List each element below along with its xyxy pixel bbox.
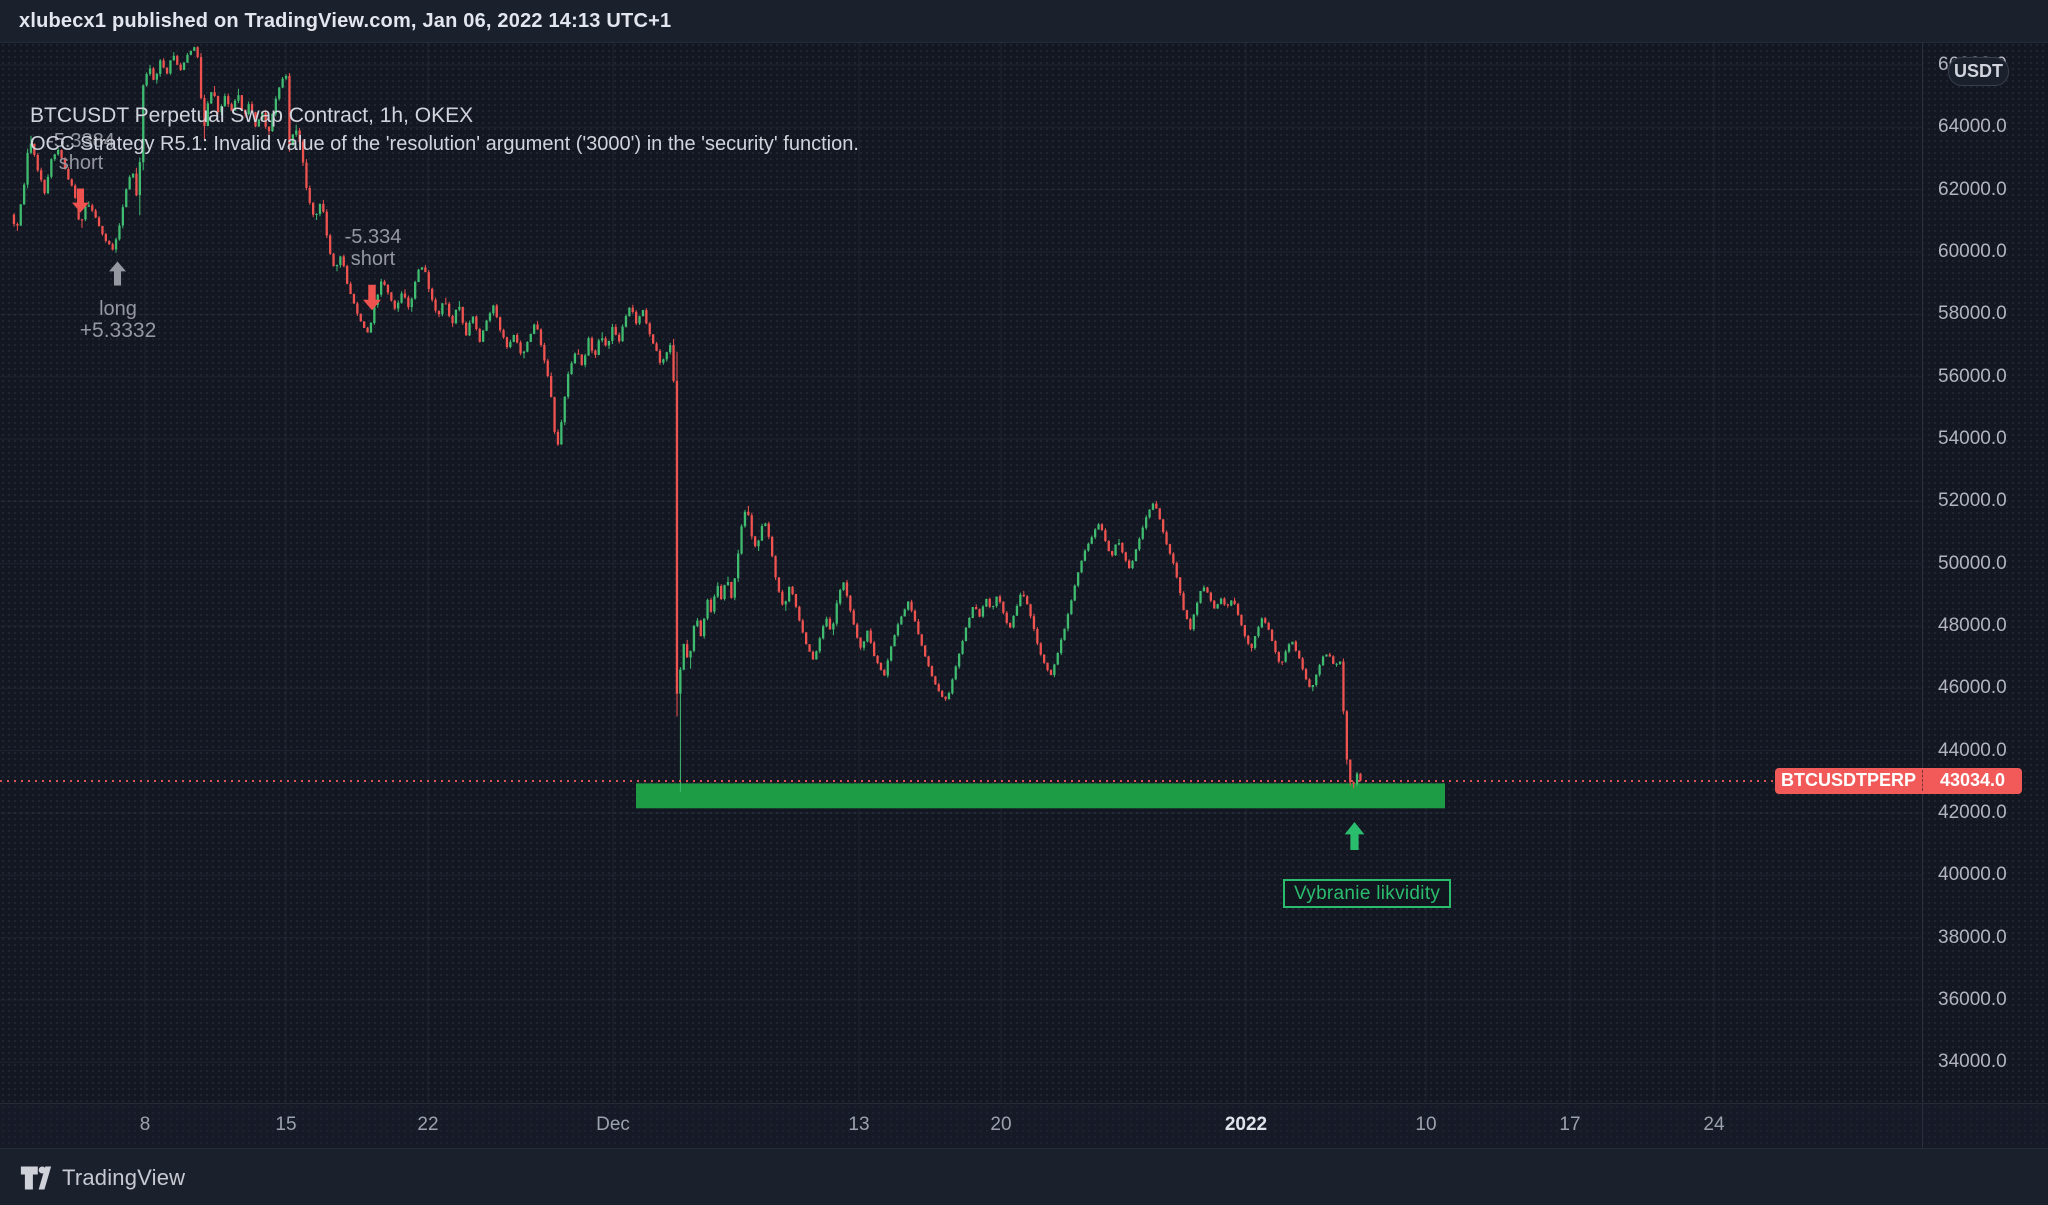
short-mark-1-value: -5.3384 [47,130,115,152]
symbol-title: BTCUSDT Perpetual Swap Contract, 1h, OKE… [30,104,474,127]
time-axis-label: 20 [990,1114,1012,1135]
price-axis-label: 60000.0 [1938,240,2007,262]
time-axis[interactable]: 8 15 22 Dec 13 20 2022 10 17 24 [0,1103,2048,1149]
chart-legend: BTCUSDT Perpetual Swap Contract, 1h, OKE… [30,102,859,158]
short-arrow-down-icon [72,188,89,213]
price-axis-label: 46000.0 [1938,677,2007,699]
price-axis-label: 52000.0 [1938,490,2007,512]
long-arrow-up-icon [109,261,126,286]
long-mark-label: long [99,298,137,320]
footer-bar: TradingView [0,1148,2048,1205]
price-axis-label: 58000.0 [1938,303,2007,325]
current-price-line [0,779,1922,782]
price-axis-label: 42000.0 [1938,801,2007,823]
liquidity-label[interactable]: Vybranie likvidity [1283,879,1452,908]
price-axis-label: 36000.0 [1938,988,2007,1010]
liquidity-arrow-up-icon [1344,822,1365,850]
price-axis-label: 62000.0 [1938,178,2007,200]
short-mark-2: -5.334 short [330,226,416,270]
time-axis-label: 24 [1703,1114,1725,1135]
strategy-error-message: OCC Strategy R5.1: Invalid value of the … [30,133,859,155]
current-price-tag: BTCUSDTPERP 43034.0 [1775,767,2022,794]
tradingview-logo-icon[interactable] [20,1165,52,1191]
price-axis-border [1922,42,1923,1103]
short-arrow-down-icon [363,284,381,311]
short-mark-1-label: short [58,152,104,174]
short-mark-2-label: short [350,248,396,270]
time-axis-label: 13 [848,1114,870,1135]
time-axis-label: 15 [275,1114,297,1135]
long-mark: long +5.3332 [75,298,161,342]
long-mark-value: +5.3332 [79,319,157,342]
time-axis-label: 10 [1415,1114,1437,1135]
price-axis-label: 38000.0 [1938,926,2007,948]
price-axis-label: 40000.0 [1938,864,2007,886]
price-axis-label: 48000.0 [1938,614,2007,636]
tradingview-wordmark[interactable]: TradingView [62,1164,186,1190]
price-axis-label: 64000.0 [1938,116,2007,138]
price-axis-label: 50000.0 [1938,552,2007,574]
time-axis-label: 17 [1559,1114,1581,1135]
price-tag-symbol: BTCUSDTPERP [1780,770,1916,791]
price-axis-label: 44000.0 [1938,739,2007,761]
chart-area[interactable]: BTCUSDT Perpetual Swap Contract, 1h, OKE… [0,42,2048,1103]
price-axis-label: 34000.0 [1938,1051,2007,1073]
candlestick-chart[interactable] [0,42,1922,1103]
short-mark-2-value: -5.334 [344,226,402,248]
price-axis-label: 56000.0 [1938,365,2007,387]
time-axis-label: Dec [596,1114,630,1135]
short-mark-1: -5.3384 short [38,130,124,174]
time-axis-border [1922,1104,1923,1149]
liquidity-label-text: Vybranie likvidity [1294,882,1441,904]
time-axis-label: 8 [139,1114,151,1135]
price-tag-value: 43034.0 [1922,770,2022,792]
time-axis-label: 2022 [1224,1114,1268,1135]
published-bar: xlubecx1 published on TradingView.com, J… [0,0,2048,43]
currency-toggle-button[interactable]: USDT [1948,57,2009,86]
published-info: xlubecx1 published on TradingView.com, J… [19,9,672,32]
price-axis-label: 54000.0 [1938,427,2007,449]
time-axis-label: 22 [417,1114,439,1135]
